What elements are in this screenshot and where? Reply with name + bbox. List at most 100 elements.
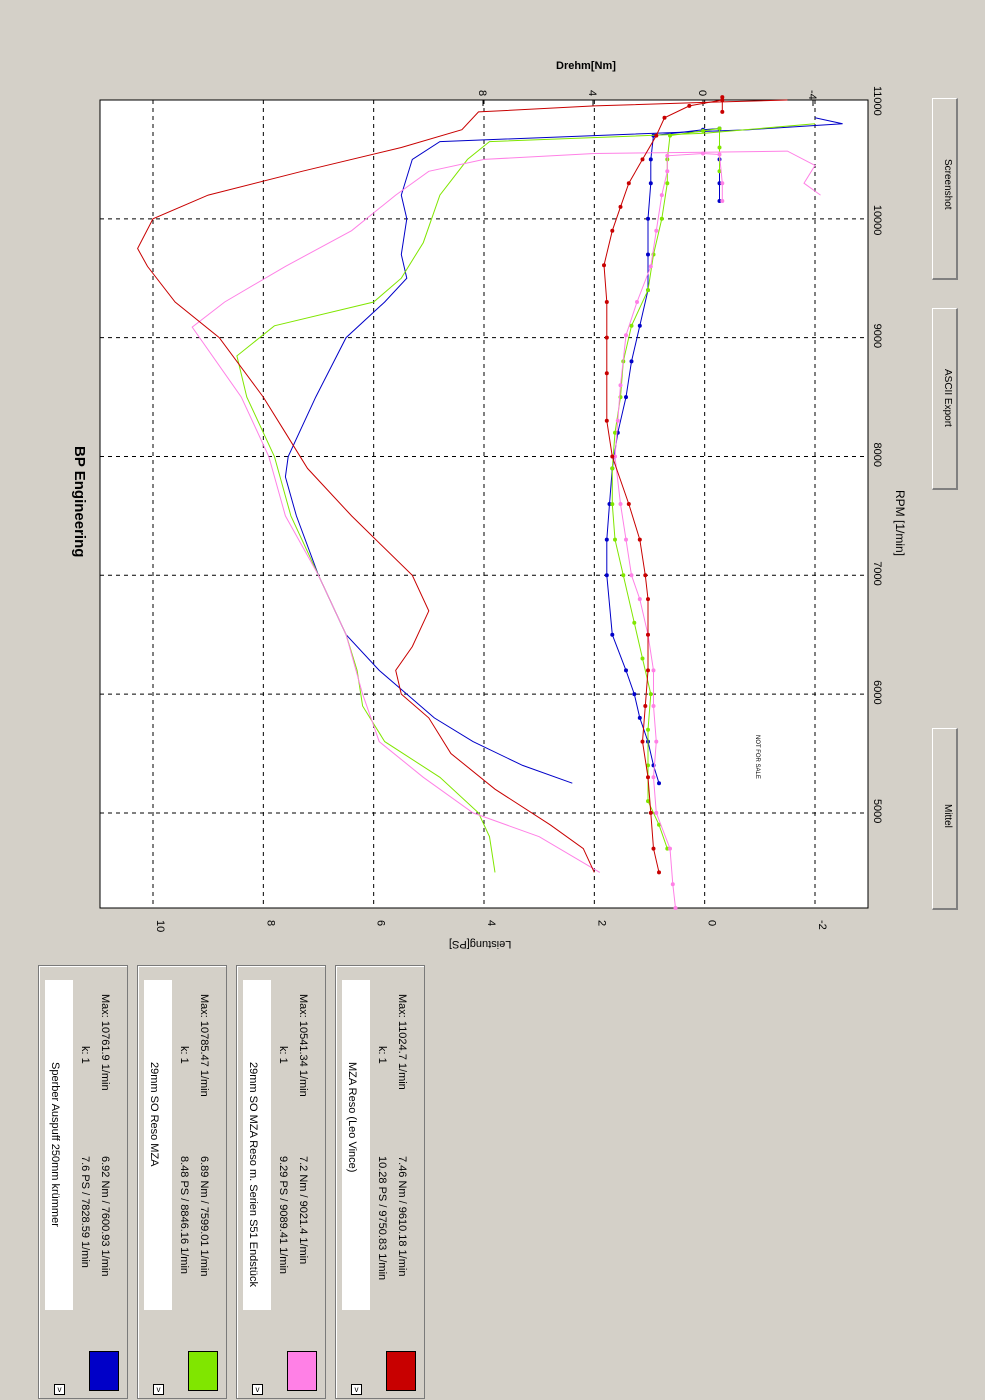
torque-point-2 bbox=[615, 418, 620, 423]
torque-point-0 bbox=[610, 632, 615, 637]
torque-point-2 bbox=[651, 704, 656, 708]
x-tick-label: 5000 bbox=[871, 799, 883, 823]
mittel-button[interactable]: Mittel bbox=[932, 728, 958, 910]
torque-point-0 bbox=[646, 252, 650, 257]
torque-point-1 bbox=[640, 656, 645, 661]
legend-name-field[interactable] bbox=[243, 980, 271, 1310]
torque-point-1 bbox=[717, 145, 722, 150]
legend-name-field[interactable] bbox=[144, 980, 172, 1310]
legend-torque-value: 6.92 Nm / 7600.93 1/min bbox=[99, 1156, 111, 1277]
legend-visibility-checkbox[interactable]: v bbox=[351, 1384, 362, 1395]
legend-card-1[interactable]: 29mm SO Reso MZA 8.48 PS / 8846.16 1/min… bbox=[137, 965, 227, 1399]
legend-card-2[interactable]: 29mm SO MZA Reso m. Serien S51 Endstück … bbox=[236, 965, 326, 1399]
x-tick-label: 11000 bbox=[871, 86, 883, 116]
torque-point-0 bbox=[604, 573, 609, 578]
x-tick-label: 9000 bbox=[871, 324, 883, 348]
legend-power-value: 8.48 PS / 8846.16 1/min bbox=[178, 1156, 190, 1275]
torque-point-3 bbox=[687, 103, 692, 108]
screenshot-button[interactable]: Screenshot bbox=[932, 98, 958, 280]
torque-point-3 bbox=[662, 115, 667, 120]
torque-point-3 bbox=[643, 573, 648, 578]
torque-point-1 bbox=[659, 216, 664, 221]
torque-point-2 bbox=[654, 739, 659, 744]
torque-point-0 bbox=[607, 502, 612, 506]
power-tick-label: 2 bbox=[595, 920, 607, 926]
power-line-1 bbox=[236, 123, 816, 873]
torque-point-3 bbox=[646, 632, 650, 637]
chart-title: BP Engineering bbox=[71, 446, 88, 558]
legend-card-3[interactable]: MZA Reso (Leo Vince) 10.28 PS / 9750.83 … bbox=[335, 965, 425, 1399]
torque-point-0 bbox=[637, 715, 642, 720]
torque-point-0 bbox=[604, 537, 609, 542]
mittel-button-label: Mittel bbox=[942, 804, 953, 828]
torque-point-2 bbox=[720, 181, 725, 186]
torque-point-3 bbox=[604, 418, 609, 423]
legend-power-value: 9.29 PS / 9089.41 1/min bbox=[277, 1156, 289, 1275]
legend-color-swatch[interactable] bbox=[386, 1351, 416, 1391]
torque-line-0 bbox=[606, 127, 720, 784]
torque-point-3 bbox=[646, 668, 650, 673]
power-tick-label: 6 bbox=[375, 920, 387, 926]
torque-point-3 bbox=[604, 300, 609, 304]
torque-point-0 bbox=[629, 359, 634, 364]
legend-visibility-checkbox[interactable]: v bbox=[252, 1384, 263, 1395]
torque-point-2 bbox=[665, 169, 670, 174]
ascii-export-button[interactable]: ASCII Export bbox=[932, 308, 958, 490]
legend-torque-value: 7.2 Nm / 9021.4 1/min bbox=[297, 1156, 309, 1265]
watermark: NOT FOR SALE bbox=[754, 735, 760, 779]
torque-point-1 bbox=[665, 181, 670, 186]
torque-point-2 bbox=[635, 300, 639, 304]
torque-point-1 bbox=[646, 799, 650, 804]
torque-point-3 bbox=[643, 704, 648, 708]
x-axis-label: RPM [1/min] bbox=[893, 490, 907, 557]
torque-point-2 bbox=[673, 906, 678, 910]
torque-point-1 bbox=[613, 430, 617, 435]
torque-point-1 bbox=[610, 502, 615, 507]
legend-color-swatch[interactable] bbox=[188, 1351, 218, 1391]
torque-point-0 bbox=[646, 216, 650, 221]
ascii-export-label: ASCII Export bbox=[942, 369, 953, 427]
torque-point-2 bbox=[618, 502, 623, 506]
legend-series-name: Sperber Auspuff 250mm krümmer bbox=[49, 1062, 61, 1227]
power-tick-label: 4 bbox=[485, 920, 497, 926]
torque-point-2 bbox=[720, 199, 725, 203]
torque-point-1 bbox=[610, 466, 615, 471]
torque-tick-label: 8 bbox=[476, 90, 488, 96]
power-tick-label: 8 bbox=[264, 920, 276, 926]
torque-point-3 bbox=[640, 157, 645, 162]
torque-point-2 bbox=[717, 152, 722, 157]
legend-card-0[interactable]: Sperber Auspuff 250mm krümmer 7.6 PS / 7… bbox=[38, 965, 128, 1399]
torque-point-3 bbox=[610, 228, 615, 233]
legend-name-field[interactable] bbox=[342, 980, 370, 1310]
torque-point-0 bbox=[632, 692, 637, 697]
torque-point-3 bbox=[646, 597, 650, 602]
legend-max-value: Max: 10785.47 1/min bbox=[198, 994, 210, 1097]
power-axis-label: Leistung[PS] bbox=[449, 938, 512, 950]
legend-color-swatch[interactable] bbox=[89, 1351, 119, 1391]
torque-tick-label: -4 bbox=[806, 90, 818, 100]
torque-point-1 bbox=[646, 763, 650, 768]
torque-tick-label: 0 bbox=[696, 90, 708, 96]
torque-point-2 bbox=[659, 193, 664, 198]
torque-point-0 bbox=[624, 395, 628, 400]
legend-name-field[interactable] bbox=[45, 980, 73, 1310]
x-tick-label: 7000 bbox=[871, 561, 883, 585]
torque-point-1 bbox=[646, 727, 650, 732]
legend-visibility-checkbox[interactable]: v bbox=[54, 1384, 65, 1395]
torque-point-3 bbox=[720, 109, 725, 114]
torque-point-1 bbox=[701, 128, 705, 133]
torque-point-0 bbox=[717, 181, 722, 186]
x-tick-label: 8000 bbox=[871, 442, 883, 466]
legend-torque-value: 7.46 Nm / 9610.18 1/min bbox=[396, 1156, 408, 1277]
torque-point-2 bbox=[637, 597, 642, 602]
torque-line-3 bbox=[603, 97, 723, 873]
legend-color-swatch[interactable] bbox=[287, 1351, 317, 1391]
legend-visibility-checkbox[interactable]: v bbox=[153, 1384, 164, 1395]
legend-series-name: MZA Reso (Leo Vince) bbox=[346, 1062, 358, 1173]
torque-point-3 bbox=[640, 739, 645, 744]
legend-series-name: 29mm SO MZA Reso m. Serien S51 Endstück bbox=[247, 1062, 259, 1287]
legend-series-name: 29mm SO Reso MZA bbox=[148, 1062, 160, 1167]
torque-point-1 bbox=[613, 537, 617, 542]
torque-point-3 bbox=[637, 537, 642, 542]
